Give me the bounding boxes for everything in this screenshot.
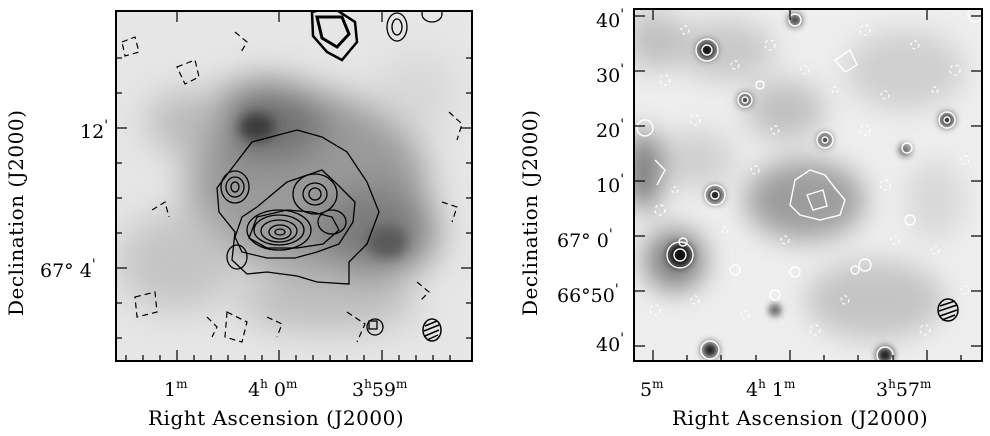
right-ytick-label: 10' bbox=[596, 172, 625, 197]
left-negative-contours bbox=[121, 31, 463, 343]
left-contours bbox=[216, 12, 443, 336]
right-ytick-label: 30' bbox=[596, 62, 625, 87]
right-greyscale-map bbox=[635, 10, 981, 360]
left-y-axis-title: Declination (J2000) bbox=[4, 109, 28, 316]
right-image-frame bbox=[633, 8, 983, 362]
left-image-frame bbox=[115, 10, 473, 362]
right-ytick-label: 66°50' bbox=[557, 282, 619, 307]
right-xtick-label: 5m bbox=[640, 377, 664, 401]
right-beam-ellipse bbox=[937, 298, 959, 322]
right-contours bbox=[636, 10, 981, 360]
right-xtick-label: 4h 1m bbox=[746, 377, 796, 401]
left-xtick-label: 3h59m bbox=[352, 377, 408, 401]
right-ytick-label: 67° 0' bbox=[557, 227, 613, 252]
right-tick-marks bbox=[635, 10, 981, 360]
right-ytick-label: 20' bbox=[596, 117, 625, 142]
right-x-axis-title: Right Ascension (J2000) bbox=[672, 406, 929, 430]
left-ytick-label: 12' bbox=[80, 118, 109, 143]
left-tick-marks bbox=[117, 12, 471, 360]
right-negative-contours bbox=[649, 24, 970, 336]
left-x-axis-title: Right Ascension (J2000) bbox=[148, 406, 405, 430]
right-xtick-label: 3h57m bbox=[876, 377, 932, 401]
right-y-axis-title: Declination (J2000) bbox=[518, 109, 542, 316]
right-ytick-label: 40' bbox=[596, 331, 625, 356]
left-ytick-label: 67° 4' bbox=[40, 257, 96, 282]
left-beam-ellipse bbox=[422, 318, 442, 342]
left-greyscale-map bbox=[117, 12, 471, 360]
right-ytick-label: 40' bbox=[596, 7, 625, 32]
left-xtick-label: 1m bbox=[164, 377, 188, 401]
left-xtick-label: 4h 0m bbox=[248, 377, 298, 401]
